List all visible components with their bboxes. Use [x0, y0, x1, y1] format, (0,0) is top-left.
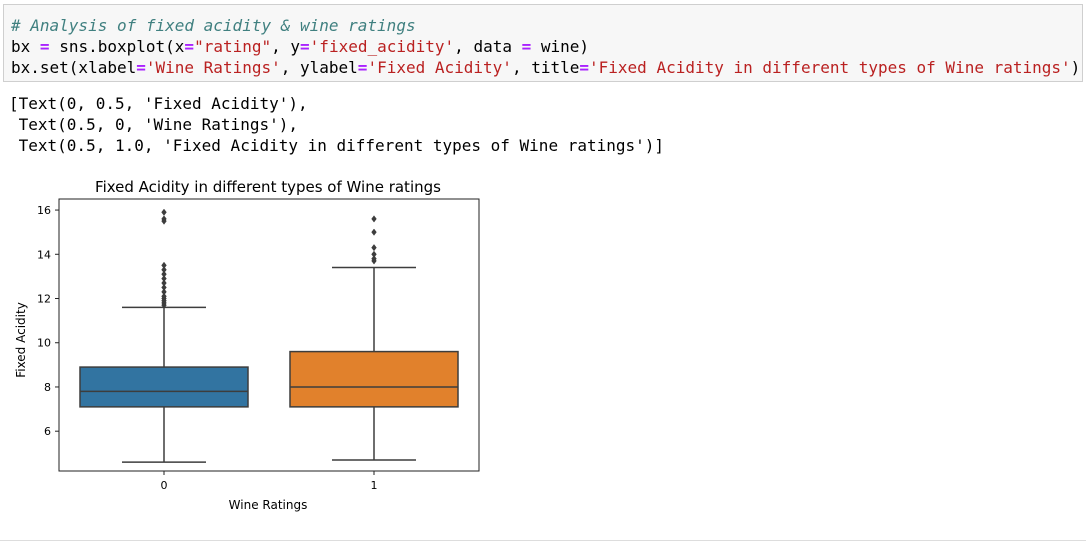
x-axis-label: Wine Ratings [229, 498, 308, 512]
code-token: , title [511, 58, 580, 77]
outlier-point [161, 261, 167, 269]
y-tick-label: 6 [44, 425, 51, 438]
chart-title: Fixed Acidity in different types of Wine… [95, 178, 441, 196]
code-token: bx.set(xlabel [11, 58, 137, 77]
outlier-point [161, 208, 167, 216]
y-tick-label: 12 [37, 293, 51, 306]
y-tick-label: 8 [44, 381, 51, 394]
code-token: wine) [531, 37, 590, 56]
y-tick-label: 10 [37, 337, 51, 350]
code-comment: # Analysis of fixed acidity & wine ratin… [11, 16, 416, 35]
code-cell-input[interactable]: # Analysis of fixed acidity & wine ratin… [3, 4, 1083, 82]
output-line: [Text(0, 0.5, 'Fixed Acidity'), [9, 94, 308, 113]
code-operator: = [136, 58, 146, 77]
x-tick-label: 1 [371, 479, 378, 492]
outlier-point [161, 288, 167, 296]
outlier-point [161, 279, 167, 287]
code-operator: = [39, 37, 50, 56]
plot-area: 6 8 10 12 14 16 0 1 [37, 204, 459, 492]
box-body [79, 366, 249, 408]
y-tick-label: 14 [37, 248, 51, 261]
outlier-point [371, 250, 377, 258]
code-token: , data [454, 37, 512, 56]
outlier-point [161, 270, 167, 278]
code-operator: = [184, 37, 195, 56]
boxplot-chart: Fixed Acidity in different types of Wine… [14, 178, 480, 512]
code-token: , y [271, 37, 301, 56]
y-tick-label: 16 [37, 204, 51, 217]
outlier-point [161, 274, 167, 283]
code-string: "rating" [194, 37, 272, 56]
code-token: , ylabel [280, 58, 358, 77]
outlier-point [371, 215, 377, 223]
code-string: 'Fixed Acidity' [367, 58, 512, 77]
outlier-point [371, 244, 377, 252]
code-string: 'Fixed Acidity in different types of Win… [589, 58, 1071, 77]
code-operator: = [300, 37, 310, 56]
box-body [289, 350, 459, 408]
x-tick-label: 0 [161, 479, 168, 492]
outlier-point [161, 215, 167, 223]
outlier-point [371, 228, 377, 236]
code-token: bx [11, 37, 31, 56]
code-string: 'fixed_acidity' [309, 37, 455, 56]
axes-frame [58, 198, 480, 472]
outlier-point [161, 283, 167, 292]
code-string: 'Wine Ratings' [145, 58, 281, 77]
cell-output-text: [Text(0, 0.5, 'Fixed Acidity'), Text(0.5… [9, 93, 664, 156]
output-line: Text(0.5, 1.0, 'Fixed Acidity in differe… [9, 136, 665, 155]
y-axis-label: Fixed Acidity [14, 302, 28, 378]
code-token: ) [1070, 58, 1081, 77]
code-operator: = [521, 37, 532, 56]
outlier-point [161, 292, 167, 300]
outlier-point [161, 266, 167, 274]
code-operator: = [579, 58, 590, 77]
code-editor[interactable]: # Analysis of fixed acidity & wine ratin… [11, 15, 1080, 78]
output-line: Text(0.5, 0, 'Wine Ratings'), [9, 115, 298, 134]
code-token: sns.boxplot(x [59, 37, 185, 56]
cell-divider [0, 540, 1086, 541]
code-operator: = [357, 58, 368, 77]
outlier-point [371, 255, 377, 263]
